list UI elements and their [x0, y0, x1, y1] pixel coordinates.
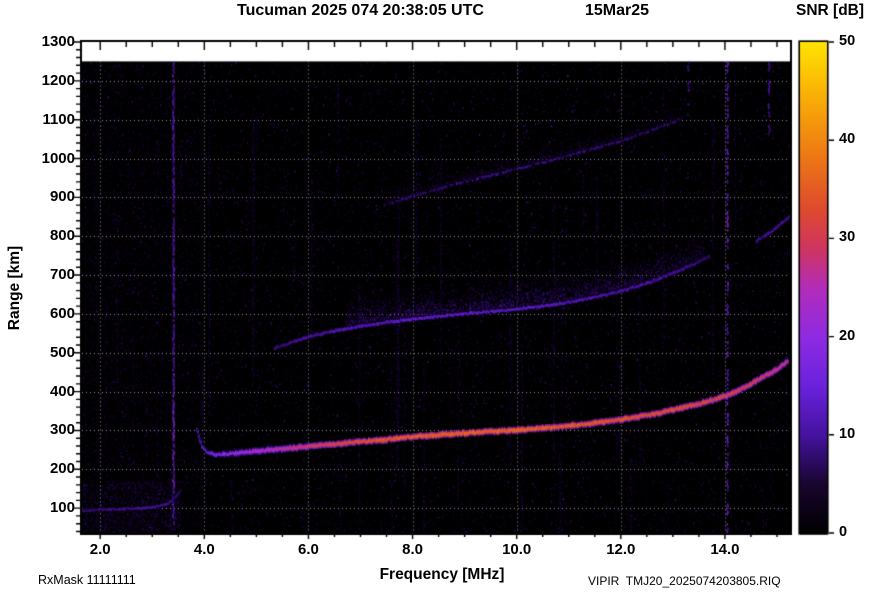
- colorbar-tick-label: 40: [839, 131, 856, 148]
- y-tick-label: 1100: [42, 110, 75, 128]
- colorbar-tick-label: 0: [839, 524, 848, 540]
- file-id-label: VIPIR TMJ20_2025074203805.RIQ: [588, 574, 781, 588]
- rxmask-label: RxMask 11111111: [38, 573, 136, 587]
- x-tick-label: 10.0: [502, 541, 532, 558]
- colorbar-title: SNR [dB]: [796, 2, 865, 19]
- x-tick-label: 8.0: [402, 541, 423, 558]
- x-tick-label: 2.0: [89, 541, 111, 558]
- y-tick-label: 300: [49, 421, 75, 439]
- x-tick-label: 12.0: [606, 541, 636, 558]
- y-tick-label: 700: [49, 266, 75, 284]
- y-tick-label: 200: [49, 460, 75, 478]
- x-axis-label: Frequency [MHz]: [379, 566, 505, 583]
- colorbar-tick-label: 20: [839, 327, 856, 344]
- plot-date: 15Mar25: [585, 2, 650, 19]
- y-tick-label: 800: [49, 227, 75, 245]
- colorbar-tick-label: 50: [839, 33, 856, 49]
- y-tick-label: 600: [49, 304, 75, 322]
- y-axis-label: Range [km]: [6, 245, 23, 331]
- y-tick-label: 900: [49, 188, 75, 206]
- x-tick-label: 14.0: [710, 541, 740, 558]
- plot-title: Tucuman 2025 074 20:38:05 UTC: [237, 2, 484, 19]
- colorbar-tick-label: 10: [839, 425, 856, 442]
- y-tick-label: 500: [49, 343, 75, 361]
- colorbar-tick-label: 30: [839, 229, 856, 246]
- y-tick-label: 400: [49, 382, 75, 400]
- y-tick-label: 1200: [41, 71, 75, 89]
- y-tick-label: 100: [49, 499, 75, 517]
- y-tick-label: 1000: [41, 149, 75, 167]
- x-tick-label: 6.0: [298, 541, 319, 558]
- x-tick-label: 4.0: [193, 541, 215, 558]
- y-tick-label: 1300: [41, 33, 75, 50]
